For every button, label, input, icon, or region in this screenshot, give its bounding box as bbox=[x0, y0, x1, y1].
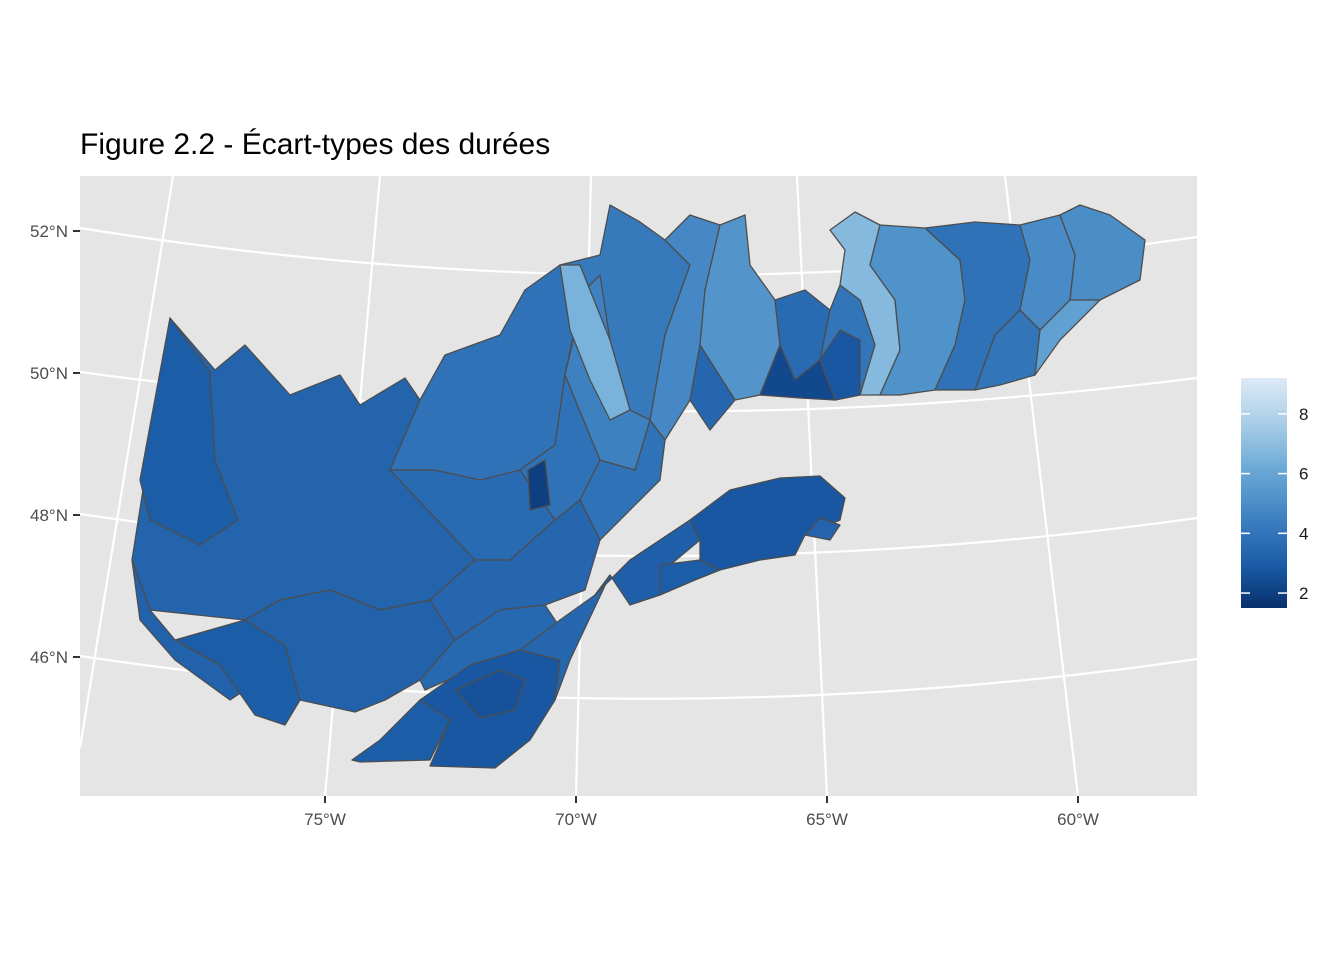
graticule-meridian-80w bbox=[80, 176, 175, 749]
latitude-label-46n: 46°N bbox=[30, 648, 68, 667]
longitude-label-60w: 60°W bbox=[1057, 810, 1099, 829]
region-manicouagan-west bbox=[559, 264, 631, 421]
region-betsiamites bbox=[689, 344, 736, 431]
region-abitibi-west bbox=[139, 317, 239, 546]
region-matapedia bbox=[659, 559, 721, 596]
quebec-watersheds bbox=[131, 204, 1146, 769]
region-bas-st-laurent bbox=[594, 519, 701, 606]
legend-tick-label: 4 bbox=[1299, 524, 1308, 543]
region-anticosti-coast-strip bbox=[1034, 299, 1101, 376]
longitude-label-75w: 75°W bbox=[304, 810, 346, 829]
figure-title: Figure 2.2 - Écart-types des durées bbox=[80, 128, 550, 161]
region-chaudiere-appalaches bbox=[519, 574, 611, 701]
region-basse-cote-nord bbox=[1059, 204, 1146, 301]
longitude-label-70w: 70°W bbox=[555, 810, 597, 829]
longitude-ticks bbox=[324, 796, 1079, 803]
legend-tick-label: 6 bbox=[1299, 465, 1308, 484]
latitude-label-48n: 48°N bbox=[30, 506, 68, 525]
latitude-label-50n: 50°N bbox=[30, 364, 68, 383]
region-sept-iles-dark bbox=[819, 329, 861, 401]
legend-ticks: 2 4 6 8 bbox=[1241, 405, 1308, 603]
latitude-ticks bbox=[73, 230, 80, 658]
region-beauce bbox=[454, 669, 526, 719]
latitude-label-52n: 52°N bbox=[30, 222, 68, 241]
region-saguenay-south bbox=[429, 499, 601, 641]
legend-tick-label: 8 bbox=[1299, 405, 1308, 424]
color-legend: 2 4 6 8 bbox=[1241, 378, 1308, 608]
legend-colorbar bbox=[1241, 378, 1287, 608]
region-lac-st-jean-small bbox=[527, 459, 551, 511]
region-gaspe-tip bbox=[804, 517, 841, 541]
legend-tick-label: 2 bbox=[1299, 584, 1308, 603]
longitude-label-65w: 65°W bbox=[806, 810, 848, 829]
